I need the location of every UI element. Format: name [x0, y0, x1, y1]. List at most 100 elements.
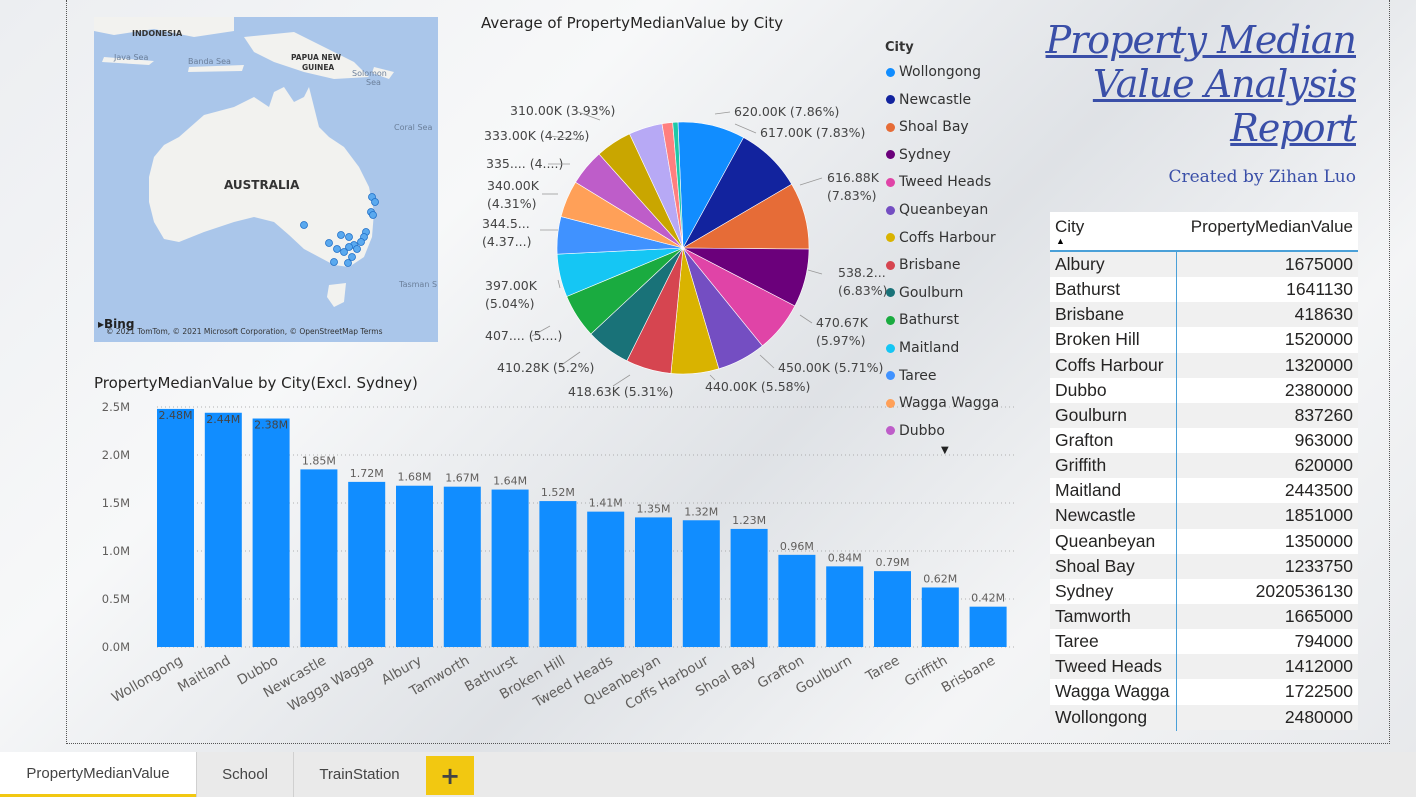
bar[interactable]: [443, 486, 481, 647]
legend-dot: [886, 260, 895, 270]
bar[interactable]: [682, 520, 720, 647]
legend-label: Wagga Wagga: [899, 395, 1000, 412]
city-value-table[interactable]: City ▲ PropertyMedianValue Albury 1675000…: [1050, 212, 1358, 730]
table-row[interactable]: Wollongong 2480000: [1050, 704, 1358, 730]
tab-train-station[interactable]: TrainStation: [319, 766, 400, 783]
legend-label: Coffs Harbour: [899, 229, 996, 246]
bar-data-label: 0.96M: [780, 540, 814, 553]
table-header-value[interactable]: PropertyMedianValue: [1190, 217, 1353, 236]
tab-school[interactable]: School: [222, 766, 268, 783]
legend-item[interactable]: Queanbeyan: [886, 202, 988, 218]
y-tick-label: 0.5M: [102, 592, 130, 606]
legend-dot: [886, 315, 895, 325]
table-row[interactable]: Tweed Heads 1412000: [1050, 654, 1358, 680]
table-row[interactable]: Newcastle 1851000: [1050, 503, 1358, 529]
table-row[interactable]: Sydney 2020536130: [1050, 578, 1358, 604]
bar[interactable]: [778, 554, 816, 647]
australia-map[interactable]: INDONESIA Java Sea Banda Sea PAPUA NEW G…: [94, 17, 438, 342]
map-label-tasman: Tasman S: [399, 280, 438, 289]
bar[interactable]: [587, 511, 625, 647]
add-page-button[interactable]: +: [426, 756, 474, 795]
map-label-solomon: Solomon: [352, 69, 387, 78]
legend-item[interactable]: Coffs Harbour: [886, 230, 996, 246]
table-cell-city: Grafton: [1055, 429, 1114, 450]
legend-label: Sydney: [899, 146, 951, 163]
bar[interactable]: [921, 587, 959, 647]
bing-icon: ▸: [98, 317, 105, 331]
legend-label: Goulburn: [899, 284, 964, 301]
x-tick-label: Taree: [862, 653, 902, 685]
bar-data-label: 1.32M: [684, 505, 718, 518]
legend-item[interactable]: Maitland: [886, 340, 959, 356]
bar[interactable]: [348, 481, 386, 647]
sort-ascending-icon[interactable]: ▲: [1056, 236, 1065, 246]
pie-data-label: 620.00K (7.86%): [734, 104, 839, 119]
pie-leader-line: [557, 279, 561, 289]
table-cell-city: Griffith: [1055, 455, 1107, 476]
legend-scroll-down-icon[interactable]: ▼: [941, 445, 949, 456]
report-title-line-3: Report: [1230, 106, 1357, 150]
legend-item[interactable]: Shoal Bay: [886, 119, 969, 135]
legend-item[interactable]: Taree: [886, 368, 937, 384]
table-row[interactable]: Wagga Wagga 1722500: [1050, 679, 1358, 705]
table-row[interactable]: Albury 1675000: [1050, 252, 1358, 278]
table-row[interactable]: Grafton 963000: [1050, 427, 1358, 454]
legend-item[interactable]: Goulburn: [886, 285, 963, 301]
table-cell-value: 1412000: [1284, 656, 1353, 677]
table-cell-value: 418630: [1294, 304, 1353, 325]
report-canvas: [66, 0, 1390, 744]
bar[interactable]: [491, 489, 529, 647]
legend-item[interactable]: Newcastle: [886, 92, 971, 108]
legend-item[interactable]: Bathurst: [886, 312, 959, 328]
bar[interactable]: [826, 566, 864, 647]
legend-label: Bathurst: [899, 312, 959, 329]
map-credit[interactable]: © 2021 TomTom, © 2021 Microsoft Corporat…: [106, 327, 383, 336]
table-cell-value: 837260: [1294, 404, 1353, 425]
legend-item[interactable]: Sydney: [886, 147, 951, 163]
bar[interactable]: [300, 469, 338, 647]
bar-data-label: 0.84M: [828, 551, 862, 564]
bar[interactable]: [204, 412, 242, 647]
legend-item[interactable]: Wagga Wagga: [886, 395, 999, 411]
bar[interactable]: [969, 606, 1007, 647]
pie-leader-line: [734, 123, 757, 134]
bar[interactable]: [157, 408, 194, 647]
legend-item[interactable]: Brisbane: [886, 257, 961, 273]
bar[interactable]: [635, 517, 672, 647]
legend-item[interactable]: Wollongong: [886, 64, 981, 80]
legend-item[interactable]: Tweed Heads: [886, 174, 991, 190]
pie-chart[interactable]: 620.00K (7.86%) 617.00K (7.83%) 616.88K (7.…: [470, 90, 890, 410]
table-row[interactable]: Goulburn 837260: [1050, 402, 1358, 428]
legend-label: Brisbane: [899, 257, 961, 274]
bar-data-label: 1.72M: [350, 467, 384, 480]
table-cell-value: 1675000: [1284, 254, 1353, 274]
bar-data-label: 1.23M: [732, 514, 766, 527]
table-row[interactable]: Griffith 620000: [1050, 453, 1358, 479]
pie-slice[interactable]: [672, 121, 684, 249]
pie-data-label: 418.63K (5.31%): [568, 384, 673, 399]
table-row[interactable]: Coffs Harbour 1320000: [1050, 352, 1358, 378]
bar[interactable]: [874, 571, 911, 647]
legend-item[interactable]: Dubbo: [886, 423, 945, 439]
table-row[interactable]: Queanbeyan 1350000: [1050, 528, 1358, 554]
bar-data-label: 2.38M: [254, 419, 288, 432]
table-row[interactable]: Dubbo 2380000: [1050, 377, 1358, 403]
table-row[interactable]: Broken Hill 1520000: [1050, 327, 1358, 353]
bar-data-label: 2.44M: [206, 413, 240, 426]
table-row[interactable]: Brisbane 418630: [1050, 302, 1358, 328]
table-cell-city: Shoal Bay: [1055, 555, 1135, 576]
table-row[interactable]: Bathurst 1641130: [1050, 277, 1358, 303]
table-row[interactable]: Shoal Bay 1233750: [1050, 553, 1358, 579]
table-cell-value: 1320000: [1284, 354, 1353, 375]
x-tick-label: Maitland: [175, 653, 233, 696]
bar[interactable]: [396, 485, 433, 647]
table-row[interactable]: Tamworth 1665000: [1050, 603, 1358, 630]
bar[interactable]: [730, 528, 768, 647]
table-header-city[interactable]: City: [1055, 217, 1085, 236]
table-row[interactable]: Maitland 2443500: [1050, 478, 1358, 504]
table-row[interactable]: Taree 794000: [1050, 629, 1358, 655]
tab-property-median-value[interactable]: PropertyMedianValue: [0, 752, 196, 797]
bar-chart[interactable]: 0.0M 0.5M 1.0M 1.5M 2.0M 2.5M 2.48M Wollongong 2…: [90, 395, 1025, 740]
bar[interactable]: [539, 501, 577, 647]
bar[interactable]: [252, 418, 290, 647]
